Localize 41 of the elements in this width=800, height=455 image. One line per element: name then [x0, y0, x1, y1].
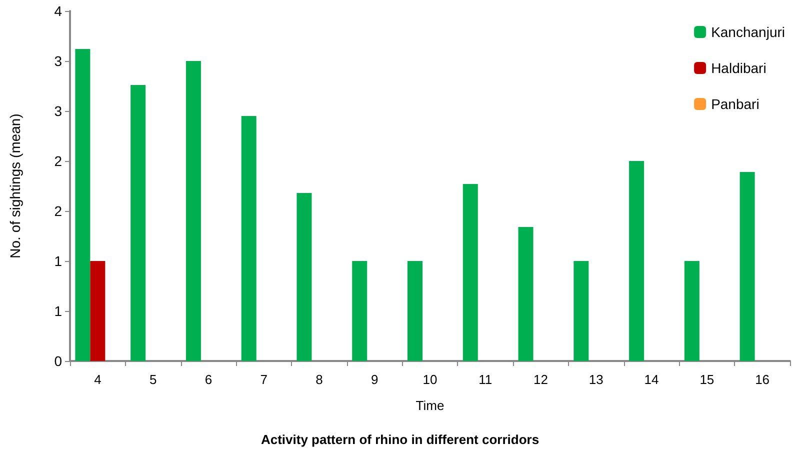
bar — [629, 161, 644, 361]
x-tick-label: 13 — [588, 372, 604, 387]
y-axis-title: No. of sightings (mean) — [7, 114, 23, 258]
x-tick-label: 4 — [94, 372, 102, 387]
x-tick-label: 7 — [260, 372, 268, 387]
y-tick-label: 1 — [54, 253, 62, 269]
y-tick-label: 4 — [54, 3, 62, 19]
bar — [518, 227, 534, 361]
y-tick-label: 2 — [54, 153, 62, 169]
bar — [574, 261, 589, 361]
y-tick-label: 1 — [54, 303, 62, 319]
bar — [296, 193, 312, 361]
bar — [462, 184, 478, 361]
bar — [186, 61, 201, 361]
legend-label: Panbari — [711, 96, 760, 112]
x-tick-label: 9 — [371, 372, 378, 387]
y-tick-label: 3 — [54, 103, 62, 119]
bar — [740, 172, 755, 361]
x-tick-label: 11 — [478, 372, 492, 387]
x-tick-label: 10 — [422, 372, 438, 387]
x-tick-label: 15 — [700, 372, 714, 387]
x-tick-label: 5 — [149, 372, 157, 387]
bar — [130, 85, 146, 361]
text: Activity pattern of rhino in different corridors — [260, 432, 540, 447]
bar — [75, 49, 90, 361]
bar — [241, 116, 256, 361]
legend-label: Kanchanjuri — [711, 24, 785, 40]
x-tick-label: 16 — [755, 372, 770, 387]
bar — [90, 261, 106, 361]
x-tick-label: 12 — [534, 372, 548, 387]
y-tick-label: 0 — [54, 353, 62, 369]
x-tick-label: 6 — [204, 372, 212, 387]
y-tick-label: 3 — [54, 53, 62, 69]
x-tick-label: 14 — [644, 372, 659, 387]
x-axis-title: Time — [416, 398, 444, 413]
bar — [352, 261, 368, 361]
x-tick-label: 8 — [316, 372, 323, 387]
bar — [684, 261, 700, 361]
legend-label: Haldibari — [711, 60, 766, 76]
bar — [408, 261, 422, 361]
y-tick-label: 2 — [54, 203, 62, 219]
